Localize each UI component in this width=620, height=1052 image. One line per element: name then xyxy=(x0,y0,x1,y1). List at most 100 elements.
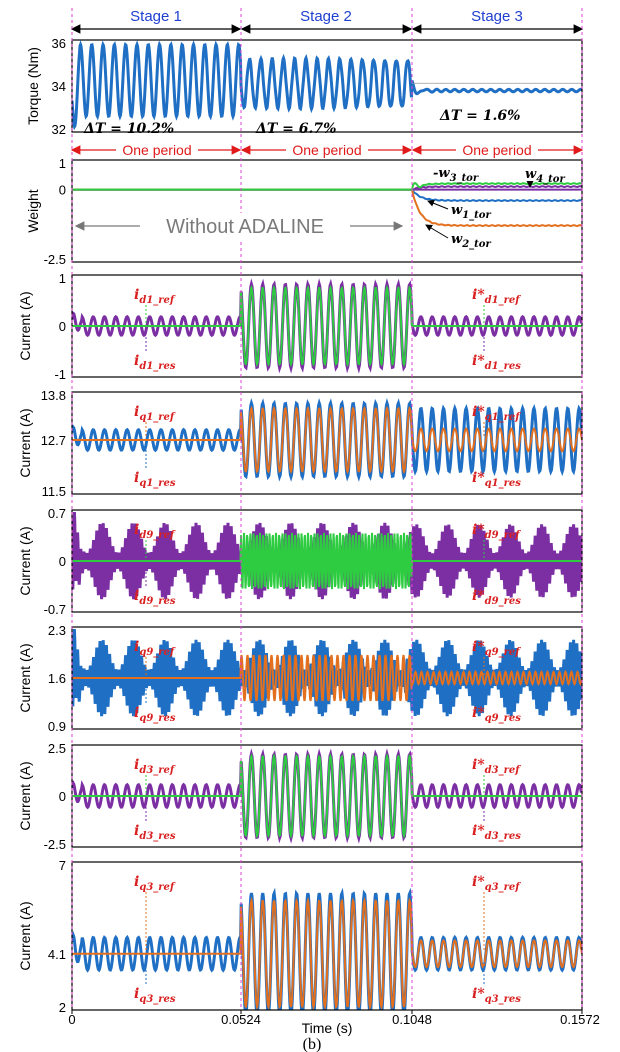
w2-label: w2_tor xyxy=(451,232,491,250)
y-label-weight: Weight xyxy=(25,189,41,232)
y-tick-torque-0: 36 xyxy=(52,36,66,51)
res-label-iq3-1: i*q3_res xyxy=(472,986,521,1005)
series-iq1 xyxy=(72,397,582,482)
x-tick-3: 0.1572 xyxy=(560,1012,600,1027)
y-tick-id1-2: -1 xyxy=(54,367,66,382)
y-label-id1: Current (A) xyxy=(17,291,33,360)
y-tick-id1-0: 1 xyxy=(59,271,66,286)
w4-label: w4_tor xyxy=(525,167,565,185)
res-label-iq9-1: i*q9_res xyxy=(472,705,521,724)
y-tick-id3-2: -2.5 xyxy=(44,837,66,852)
y-tick-iq1-0: 13.8 xyxy=(41,388,66,403)
res-label-id9-0: id9_res xyxy=(134,588,176,607)
stage-3-label: Stage 3 xyxy=(471,8,523,25)
res-label-iq1-1: i*q1_res xyxy=(472,470,521,489)
weight-w2_tor xyxy=(72,181,582,191)
ref-label-iq1-1: i*q1_ref xyxy=(472,404,521,423)
res-label-iq1-0: iq1_res xyxy=(134,470,176,489)
panel-id3: 2.5 0 -2.5 Current (A) id3_ref id3_res i*d3_re… xyxy=(17,741,583,852)
y-tick-iq1-2: 11.5 xyxy=(42,484,66,499)
response-id9 xyxy=(72,512,582,600)
y-tick-weight-0: 1 xyxy=(59,156,66,171)
reference-iq3 xyxy=(72,896,582,1010)
res-label-id9-1: i*d9_res xyxy=(472,588,521,607)
ref-label-id9-0: id9_ref xyxy=(134,522,176,541)
w1-label: w1_tor xyxy=(451,203,491,221)
x-tick-1: 0.0524 xyxy=(221,1012,261,1027)
reference-id3 xyxy=(72,753,582,839)
ref-label-iq9-0: iq9_ref xyxy=(134,639,176,658)
frame-iq3 xyxy=(71,861,583,1011)
stage-header: Stage 1 Stage 2 Stage 3 xyxy=(70,8,584,34)
series-id3 xyxy=(72,748,582,844)
period-2-label: One period xyxy=(292,142,361,158)
y-tick-id3-0: 2.5 xyxy=(48,741,66,756)
y-tick-id9-1: 0 xyxy=(59,554,66,569)
y-tick-id1-1: 0 xyxy=(59,319,66,334)
frame-iq9 xyxy=(71,626,583,730)
period-1-label: One period xyxy=(122,142,191,158)
y-label-torque: Torque (Nm) xyxy=(25,47,41,125)
y-label-id9: Current (A) xyxy=(17,526,33,595)
response-iq9 xyxy=(72,629,582,717)
y-tick-torque-1: 34 xyxy=(52,79,66,94)
stage-1-label: Stage 1 xyxy=(130,8,182,25)
y-label-iq1: Current (A) xyxy=(17,408,33,477)
series-weight xyxy=(72,181,582,227)
ref-label-id3-1: i*d3_ref xyxy=(472,757,521,776)
x-tick-2: 0.1048 xyxy=(392,1012,432,1027)
res-label-iq9-0: iq9_res xyxy=(134,705,176,724)
ref-label-iq3-0: iq3_ref xyxy=(134,874,176,893)
panels: 36 34 32 Torque (Nm) 1 0 -2.5 Weight 1 0 -1 Current… xyxy=(17,8,583,1052)
ref-label-id9-1: i*d9_ref xyxy=(472,522,521,541)
reference-iq9 xyxy=(72,654,582,702)
y-tick-iq3-0: 7 xyxy=(59,858,66,873)
panel-iq1: 13.8 12.7 11.5 Current (A) iq1_ref iq1_res i*q… xyxy=(17,388,583,499)
stage-2-label: Stage 2 xyxy=(300,8,352,25)
delta-t-stage-2: ΔT = 6.7% xyxy=(255,121,336,137)
w3-label: -w3_tor xyxy=(433,166,479,184)
y-tick-torque-2: 32 xyxy=(52,122,66,137)
ref-label-id1-1: i*d1_ref xyxy=(472,287,521,306)
annotations: ΔT = 10.2% ΔT = 6.7% ΔT = 1.6% One perio… xyxy=(68,108,600,1036)
delta-t-stage-1: ΔT = 10.2% xyxy=(83,121,174,137)
y-tick-iq3-1: 4.1 xyxy=(48,947,66,962)
res-label-id1-1: i*d1_res xyxy=(472,353,521,372)
y-tick-id9-0: 0.7 xyxy=(48,506,66,521)
panel-weight: 1 0 -2.5 Weight xyxy=(25,156,583,267)
y-tick-iq9-2: 0.9 xyxy=(48,719,66,734)
y-label-iq3: Current (A) xyxy=(17,901,33,970)
series-id9 xyxy=(72,512,582,600)
y-tick-id3-1: 0 xyxy=(59,789,66,804)
reference-id1 xyxy=(72,284,582,368)
torque-trace xyxy=(72,40,582,131)
no-adaline-label: Without ADALINE xyxy=(166,216,324,238)
ref-label-iq9-1: i*q9_ref xyxy=(472,639,521,658)
series-iq9 xyxy=(72,629,582,717)
delta-t-stage-3: ΔT = 1.6% xyxy=(439,108,520,124)
one-period-row: One period One period One period xyxy=(70,142,584,158)
series-id1 xyxy=(72,278,582,374)
panel-id9: 0.7 0 -0.7 Current (A) id9_ref id9_res i*d9_re… xyxy=(17,506,583,617)
panel-iq9: 2.3 1.6 0.9 Current (A) iq9_ref iq9_res i*q9_r… xyxy=(17,623,583,734)
y-tick-iq1-1: 12.7 xyxy=(41,433,66,448)
y-tick-iq9-1: 1.6 xyxy=(48,671,66,686)
y-tick-iq3-2: 2 xyxy=(59,1000,66,1015)
y-tick-id9-2: -0.7 xyxy=(44,602,66,617)
panel-iq3: 7 4.1 2 Current (A) iq3_ref iq3_res i*q3_ref i*… xyxy=(17,858,583,1015)
series-iq3 xyxy=(72,887,582,1010)
ref-label-iq1-0: iq1_ref xyxy=(134,404,176,423)
y-tick-weight-1: 0 xyxy=(59,183,66,198)
res-label-id3-0: id3_res xyxy=(134,823,176,842)
x-tick-0: 0 xyxy=(68,1012,75,1027)
y-label-id3: Current (A) xyxy=(17,761,33,830)
reference-iq1 xyxy=(72,405,582,475)
figure-caption: (b) xyxy=(303,1036,322,1052)
y-tick-iq9-0: 2.3 xyxy=(48,623,66,638)
y-tick-weight-2: -2.5 xyxy=(44,252,66,267)
period-3-label: One period xyxy=(462,142,531,158)
reference-id9 xyxy=(72,532,582,590)
x-axis-label: Time (s) xyxy=(302,1020,353,1036)
ref-label-id3-0: id3_ref xyxy=(134,757,176,776)
ref-label-id1-0: id1_ref xyxy=(134,287,176,306)
